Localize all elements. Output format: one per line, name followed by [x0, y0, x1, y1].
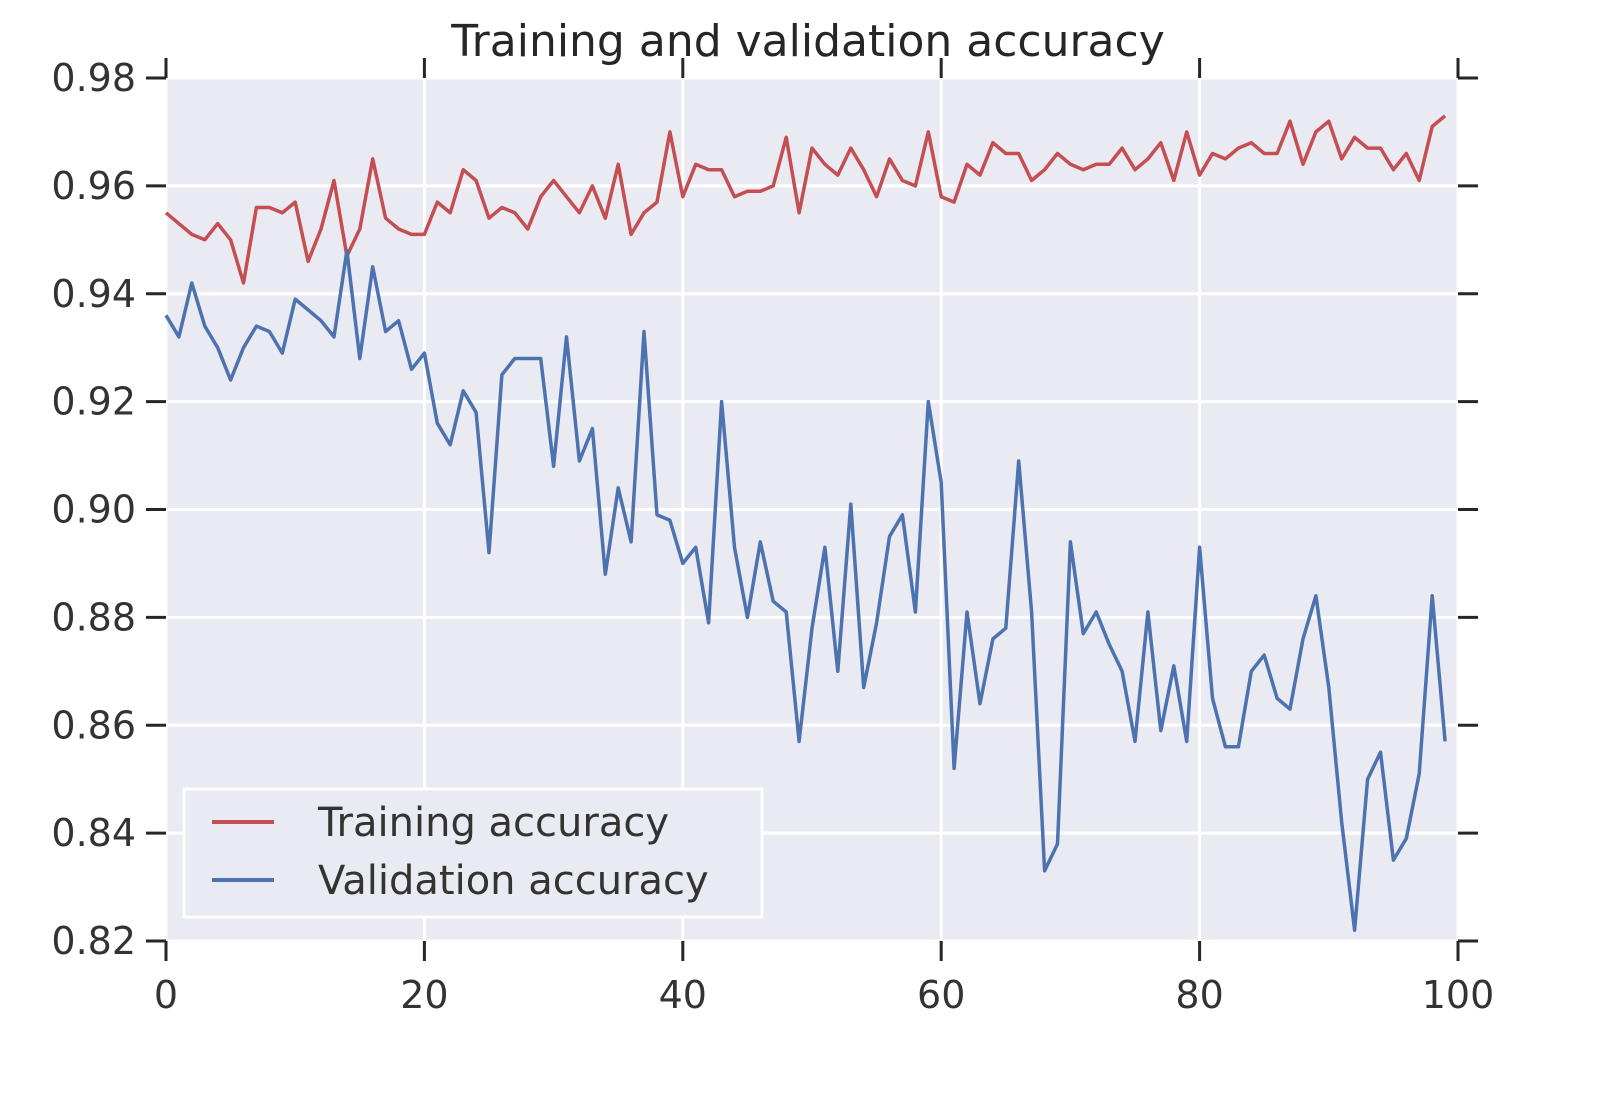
- training-accuracy-line: [164, 114, 1447, 285]
- x-tick-labels: 0 20 40 60 80 100: [154, 973, 1494, 1017]
- chart-title: Training and validation accuracy: [450, 16, 1165, 67]
- y-tick-label: 0.90: [51, 488, 136, 532]
- x-tick-label: 20: [400, 973, 448, 1017]
- y-tick-label: 0.92: [51, 380, 136, 424]
- y-tick-label: 0.82: [51, 919, 136, 963]
- legend-label-training: Training accuracy: [317, 800, 669, 846]
- legend: Training accuracy Validation accuracy: [182, 787, 764, 919]
- y-tick-label: 0.84: [51, 811, 136, 855]
- x-tick-label: 40: [659, 973, 707, 1017]
- x-tick-label: 80: [1175, 973, 1223, 1017]
- y-tick-label: 0.98: [51, 56, 136, 100]
- y-tick-label: 0.86: [51, 703, 136, 747]
- axis-ticks: [146, 58, 1478, 961]
- x-tick-label: 60: [917, 973, 965, 1017]
- x-tick-label: 100: [1422, 973, 1495, 1017]
- legend-box: [182, 787, 764, 919]
- x-tick-label: 0: [154, 973, 178, 1017]
- grid-lines: [164, 76, 1460, 943]
- validation-accuracy-line: [164, 248, 1447, 932]
- legend-label-validation: Validation accuracy: [318, 858, 709, 904]
- y-tick-labels: 0.82 0.84 0.86 0.88 0.90 0.92 0.94 0.96 0.98: [51, 56, 136, 963]
- y-tick-label: 0.96: [51, 164, 136, 208]
- series-lines: [164, 114, 1447, 932]
- y-tick-label: 0.88: [51, 595, 136, 639]
- y-tick-label: 0.94: [51, 272, 136, 316]
